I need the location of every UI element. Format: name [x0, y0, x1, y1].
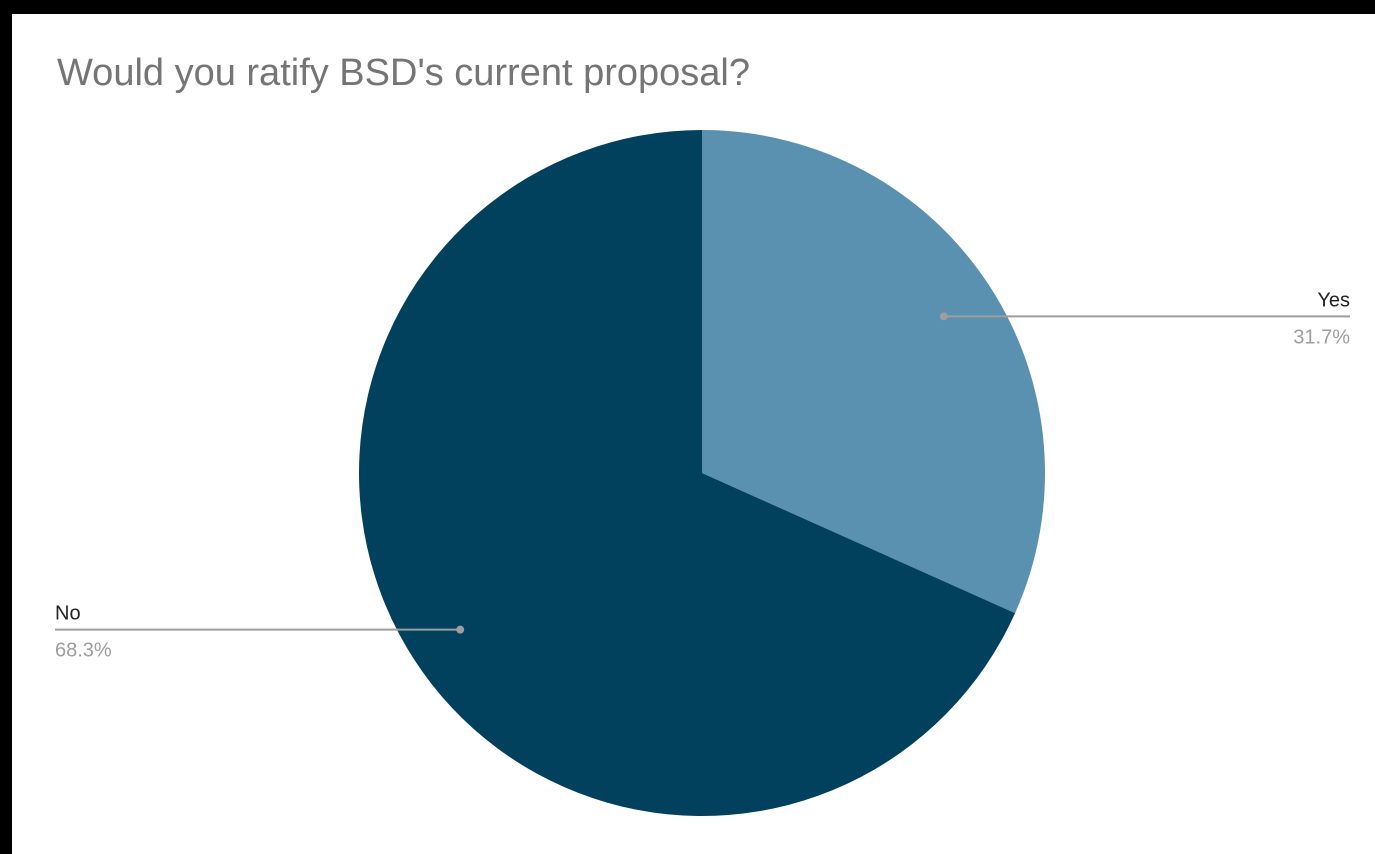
- slice-label-yes: Yes: [1317, 289, 1350, 311]
- pie-chart: Yes 31.7% No 68.3%: [12, 14, 1375, 854]
- slice-percent-yes: 31.7%: [1293, 326, 1350, 348]
- chart-frame: Would you ratify BSD's current proposal?…: [12, 14, 1375, 854]
- leader-dot: [940, 312, 948, 320]
- leader-dot: [456, 626, 464, 634]
- slice-percent-no: 68.3%: [55, 640, 112, 662]
- slice-label-no: No: [55, 603, 81, 625]
